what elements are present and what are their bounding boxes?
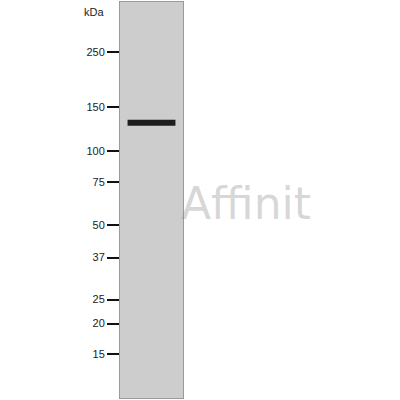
svg-text:15: 15 [93,348,105,360]
svg-text:kDa: kDa [84,6,104,18]
svg-text:100: 100 [86,145,104,157]
svg-text:37: 37 [93,251,105,263]
svg-text:250: 250 [86,46,104,58]
svg-text:50: 50 [93,219,105,231]
svg-text:25: 25 [93,293,105,305]
svg-text:75: 75 [93,176,105,188]
svg-text:150: 150 [86,101,104,113]
svg-text:20: 20 [93,317,105,329]
svg-text:Affinit: Affinit [181,178,311,229]
